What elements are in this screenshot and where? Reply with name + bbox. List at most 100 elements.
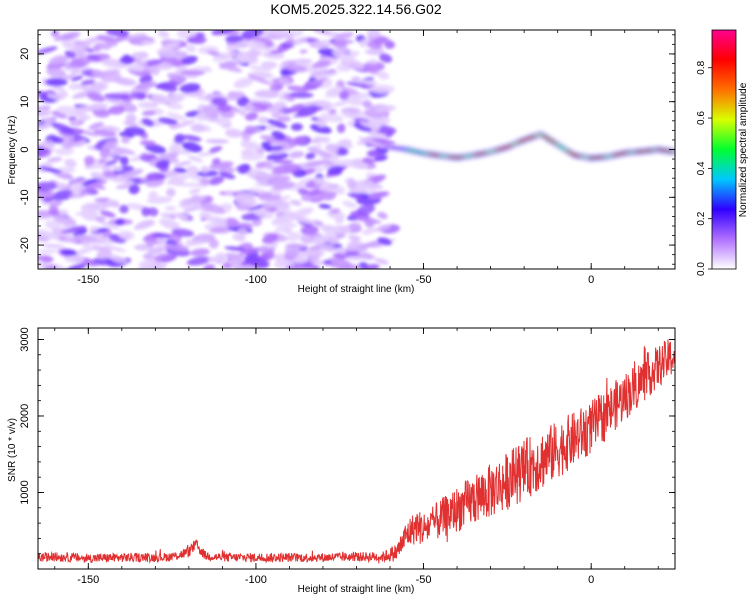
noise-blob bbox=[379, 53, 393, 63]
noise-blob bbox=[348, 187, 367, 194]
noise-blob bbox=[133, 53, 148, 60]
noise-blob bbox=[104, 93, 130, 100]
noise-blob bbox=[374, 258, 389, 265]
noise-blob bbox=[224, 217, 240, 228]
noise-blob bbox=[272, 159, 294, 164]
noise-blob bbox=[348, 222, 362, 233]
noise-blob bbox=[156, 236, 167, 245]
noise-blob bbox=[311, 234, 333, 245]
noise-blob bbox=[164, 243, 190, 251]
noise-blob bbox=[70, 68, 80, 75]
noise-blob bbox=[247, 74, 272, 85]
noise-blob bbox=[208, 238, 219, 249]
noise-blob bbox=[313, 135, 331, 144]
noise-blob bbox=[225, 35, 244, 43]
noise-blob bbox=[135, 81, 157, 90]
noise-blob bbox=[220, 111, 235, 119]
noise-blob bbox=[350, 76, 361, 83]
noise-blob bbox=[108, 164, 123, 171]
noise-blob bbox=[237, 163, 251, 174]
noise-blob bbox=[373, 36, 388, 45]
noise-blob bbox=[325, 143, 340, 153]
noise-blob bbox=[212, 51, 237, 62]
noise-blob bbox=[171, 228, 195, 237]
noise-blob bbox=[330, 151, 339, 162]
noise-blob bbox=[245, 112, 259, 121]
noise-blob bbox=[215, 252, 226, 261]
noise-blob bbox=[346, 255, 367, 261]
signal-track-cell bbox=[505, 146, 511, 148]
noise-blob bbox=[305, 248, 325, 258]
noise-blob bbox=[362, 157, 375, 164]
noise-blob bbox=[159, 218, 181, 230]
noise-blob bbox=[359, 121, 379, 129]
noise-blob bbox=[82, 177, 104, 187]
x-tick-label: -100 bbox=[245, 574, 267, 586]
noise-blob bbox=[309, 68, 330, 79]
spectrogram-x-axis: -150 -100 -50 0 bbox=[54, 30, 659, 286]
noise-blob bbox=[118, 230, 135, 240]
noise-blob bbox=[158, 117, 178, 125]
noise-blob bbox=[336, 47, 352, 55]
noise-blob bbox=[365, 48, 385, 56]
noise-blob bbox=[200, 202, 226, 214]
noise-blob bbox=[57, 209, 69, 216]
noise-blob bbox=[284, 64, 307, 73]
noise-blob bbox=[170, 50, 188, 59]
noise-blob bbox=[170, 211, 189, 220]
noise-blob bbox=[138, 257, 159, 267]
noise-blob bbox=[180, 55, 198, 65]
noise-blob bbox=[166, 102, 184, 110]
noise-blob bbox=[38, 209, 53, 218]
noise-blob bbox=[174, 161, 192, 167]
noise-blob bbox=[93, 109, 111, 118]
noise-blob bbox=[332, 31, 354, 42]
noise-blob bbox=[215, 104, 232, 113]
noise-blob bbox=[384, 41, 396, 49]
noise-blob bbox=[224, 91, 245, 101]
noise-blob bbox=[275, 211, 285, 217]
signal-track-cell bbox=[529, 136, 535, 139]
noise-blob bbox=[60, 249, 78, 256]
noise-blob bbox=[67, 116, 77, 121]
noise-blob bbox=[347, 234, 361, 241]
noise-blob bbox=[147, 207, 159, 217]
noise-blob bbox=[68, 83, 81, 91]
noise-blob bbox=[124, 126, 146, 136]
noise-blob bbox=[71, 43, 91, 52]
noise-blob bbox=[176, 30, 197, 40]
noise-blob bbox=[104, 245, 127, 253]
noise-blob bbox=[310, 258, 324, 266]
noise-blob bbox=[209, 146, 223, 153]
noise-blob bbox=[86, 92, 105, 102]
noise-blob bbox=[151, 233, 175, 239]
colorbar-label: Normalized spectral amplitude bbox=[738, 82, 749, 217]
noise-blob bbox=[42, 197, 54, 203]
noise-blob bbox=[92, 44, 101, 53]
noise-blob bbox=[160, 212, 174, 218]
noise-blob bbox=[133, 219, 155, 230]
noise-blob bbox=[101, 165, 111, 172]
noise-blob bbox=[312, 30, 330, 35]
noise-blob bbox=[108, 150, 125, 156]
y-tick-label: -20 bbox=[19, 237, 31, 253]
noise-blob bbox=[300, 225, 319, 235]
noise-blob bbox=[84, 155, 95, 166]
spectrogram-noise-field bbox=[38, 30, 400, 269]
noise-blob bbox=[101, 60, 126, 68]
noise-blob bbox=[265, 124, 276, 131]
noise-blob bbox=[148, 191, 158, 199]
noise-blob bbox=[266, 106, 280, 114]
noise-blob bbox=[185, 44, 197, 53]
noise-blob bbox=[69, 57, 91, 69]
noise-blob bbox=[272, 181, 296, 190]
x-tick-label: -100 bbox=[245, 274, 267, 286]
noise-blob bbox=[258, 245, 270, 254]
noise-blob bbox=[358, 179, 374, 188]
signal-track-cell bbox=[547, 139, 553, 141]
noise-blob bbox=[155, 159, 170, 169]
noise-blob bbox=[329, 208, 341, 214]
noise-blob bbox=[373, 138, 396, 146]
